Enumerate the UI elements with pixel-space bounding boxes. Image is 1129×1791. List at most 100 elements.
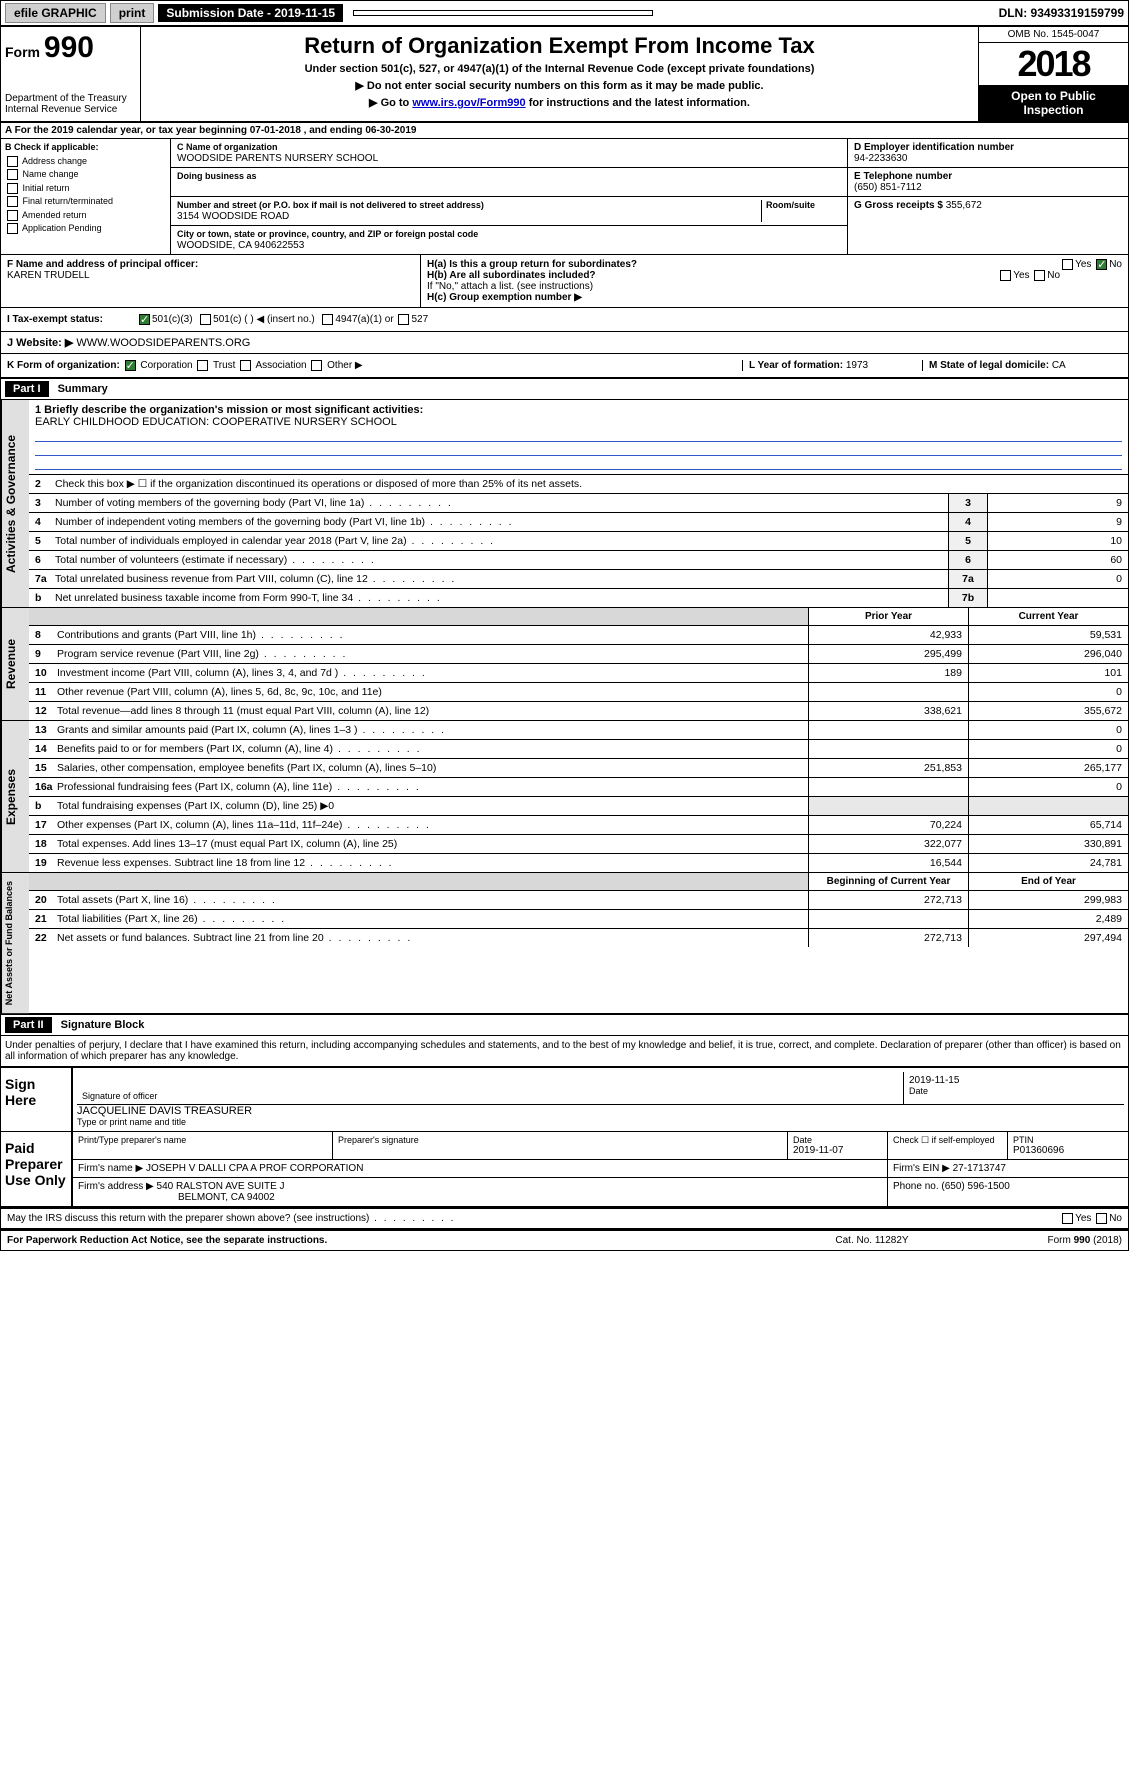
part1-badge: Part I — [5, 381, 49, 397]
subtitle-2: ▶ Do not enter social security numbers o… — [147, 79, 972, 92]
val-5: 10 — [988, 532, 1128, 550]
sign-here-label: Sign Here — [1, 1068, 71, 1131]
form-header: Form 990 Department of the Treasury Inte… — [1, 27, 1128, 123]
block-bcdeg: B Check if applicable: Address change Na… — [1, 139, 1128, 255]
cb-amended[interactable] — [7, 210, 18, 221]
val-3: 9 — [988, 494, 1128, 512]
firm-phone: (650) 596-1500 — [941, 1181, 1009, 1192]
mission-block: 1 Briefly describe the organization's mi… — [29, 400, 1128, 475]
ptin: P01360696 — [1013, 1145, 1123, 1156]
cat-no: Cat. No. 11282Y — [782, 1235, 962, 1246]
form-footer: Form 990 (2018) — [962, 1235, 1122, 1246]
cb-app-pending[interactable] — [7, 223, 18, 234]
cb-assoc[interactable] — [240, 360, 251, 371]
tax-year: 2018 — [979, 43, 1128, 85]
footer-row: For Paperwork Reduction Act Notice, see … — [1, 1230, 1128, 1250]
gross-receipts: 355,672 — [946, 200, 982, 211]
irs-link[interactable]: www.irs.gov/Form990 — [412, 97, 525, 109]
firm-addr2: BELMONT, CA 94002 — [178, 1192, 275, 1203]
section-net-assets: Net Assets or Fund Balances Beginning of… — [1, 873, 1128, 1015]
org-address: 3154 WOODSIDE ROAD — [177, 211, 289, 222]
cb-trust[interactable] — [197, 360, 208, 371]
section-governance: Activities & Governance 1 Briefly descri… — [1, 400, 1128, 608]
section-revenue: Revenue Prior Year Current Year 8Contrib… — [1, 608, 1128, 721]
org-city: WOODSIDE, CA 940622553 — [177, 240, 304, 251]
val-7b — [988, 589, 1128, 607]
header-left: Form 990 Department of the Treasury Inte… — [1, 27, 141, 121]
cb-discuss-yes[interactable] — [1062, 1213, 1073, 1224]
sign-here-block: Sign Here Signature of officer 2019-11-1… — [1, 1068, 1128, 1132]
perjury-statement: Under penalties of perjury, I declare th… — [1, 1036, 1128, 1068]
cb-address-change[interactable] — [7, 156, 18, 167]
submission-date-pill: Submission Date - 2019-11-15 — [158, 4, 343, 22]
year-formation: 1973 — [846, 360, 868, 371]
side-tab-net-assets: Net Assets or Fund Balances — [1, 873, 29, 1013]
dln-label: DLN: 93493319159799 — [999, 6, 1124, 20]
cb-501c[interactable] — [200, 314, 211, 325]
col-b-checkboxes: B Check if applicable: Address change Na… — [1, 139, 171, 254]
paid-preparer-label: Paid Preparer Use Only — [1, 1132, 71, 1206]
dept-treasury: Department of the Treasury — [5, 93, 136, 104]
side-tab-governance: Activities & Governance — [1, 400, 29, 607]
dropdown-blank[interactable] — [353, 10, 653, 16]
cb-final-return[interactable] — [7, 196, 18, 207]
val-4: 9 — [988, 513, 1128, 531]
sign-date: 2019-11-15 — [909, 1075, 1119, 1086]
side-tab-expenses: Expenses — [1, 721, 29, 872]
cb-name-change[interactable] — [7, 169, 18, 180]
cb-corp[interactable] — [125, 360, 136, 371]
col-c-org-info: C Name of organization WOODSIDE PARENTS … — [171, 139, 848, 254]
cb-hb-no[interactable] — [1034, 270, 1045, 281]
state-domicile: CA — [1052, 360, 1066, 371]
section-expenses: Expenses 13Grants and similar amounts pa… — [1, 721, 1128, 873]
cb-hb-yes[interactable] — [1000, 270, 1011, 281]
form-title: Return of Organization Exempt From Incom… — [147, 33, 972, 59]
org-name: WOODSIDE PARENTS NURSERY SCHOOL — [177, 153, 378, 164]
cb-discuss-no[interactable] — [1096, 1213, 1107, 1224]
cb-ha-yes[interactable] — [1062, 259, 1073, 270]
col-h-group: H(a) Is this a group return for subordin… — [421, 255, 1128, 307]
col-de: D Employer identification number 94-2233… — [848, 139, 1128, 254]
row-i-tax-status: I Tax-exempt status: 501(c)(3) 501(c) ( … — [1, 308, 1128, 332]
hdr-prior-year: Prior Year — [808, 608, 968, 625]
part2-badge: Part II — [5, 1017, 52, 1033]
row-a-tax-year: A For the 2019 calendar year, or tax yea… — [1, 123, 1128, 139]
form-number: 990 — [44, 31, 94, 64]
cb-4947[interactable] — [322, 314, 333, 325]
header-center: Return of Organization Exempt From Incom… — [141, 27, 978, 121]
officer-name: KAREN TRUDELL — [7, 270, 90, 281]
preparer-date: 2019-11-07 — [793, 1145, 882, 1156]
irs-label: Internal Revenue Service — [5, 104, 136, 115]
firm-name: JOSEPH V DALLI CPA A PROF CORPORATION — [146, 1163, 363, 1174]
cb-527[interactable] — [398, 314, 409, 325]
val-6: 60 — [988, 551, 1128, 569]
ein: 94-2233630 — [854, 153, 907, 164]
cb-other[interactable] — [311, 360, 322, 371]
block-fh: F Name and address of principal officer:… — [1, 255, 1128, 308]
cb-501c3[interactable] — [139, 314, 150, 325]
efile-button[interactable]: efile GRAPHIC — [5, 3, 106, 23]
paid-preparer-block: Paid Preparer Use Only Print/Type prepar… — [1, 1132, 1128, 1208]
row-j-website: J Website: ▶ WWW.WOODSIDEPARENTS.ORG — [1, 332, 1128, 354]
firm-addr: 540 RALSTON AVE SUITE J — [157, 1181, 285, 1192]
cb-initial-return[interactable] — [7, 183, 18, 194]
form-prefix: Form — [5, 44, 40, 60]
omb-number: OMB No. 1545-0047 — [979, 27, 1128, 43]
discuss-row: May the IRS discuss this return with the… — [1, 1208, 1128, 1230]
cb-ha-no[interactable] — [1096, 259, 1107, 270]
hdr-begin-year: Beginning of Current Year — [808, 873, 968, 890]
officer-printed-name: JACQUELINE DAVIS TREASURER — [77, 1105, 1124, 1117]
hdr-end-year: End of Year — [968, 873, 1128, 890]
firm-ein: 27-1713747 — [953, 1163, 1006, 1174]
val-7a: 0 — [988, 570, 1128, 588]
form-container: Form 990 Department of the Treasury Inte… — [0, 26, 1129, 1251]
mission-text: EARLY CHILDHOOD EDUCATION: COOPERATIVE N… — [35, 416, 1122, 428]
phone: (650) 851-7112 — [854, 182, 922, 193]
part1-header-row: Part I Summary — [1, 379, 1128, 400]
row-k-form-org: K Form of organization: Corporation Trus… — [1, 354, 1128, 379]
print-button[interactable]: print — [110, 3, 155, 23]
part2-header-row: Part II Signature Block — [1, 1015, 1128, 1036]
part2-title: Signature Block — [61, 1019, 145, 1031]
subtitle-3: ▶ Go to www.irs.gov/Form990 for instruct… — [147, 96, 972, 109]
col-f-officer: F Name and address of principal officer:… — [1, 255, 421, 307]
